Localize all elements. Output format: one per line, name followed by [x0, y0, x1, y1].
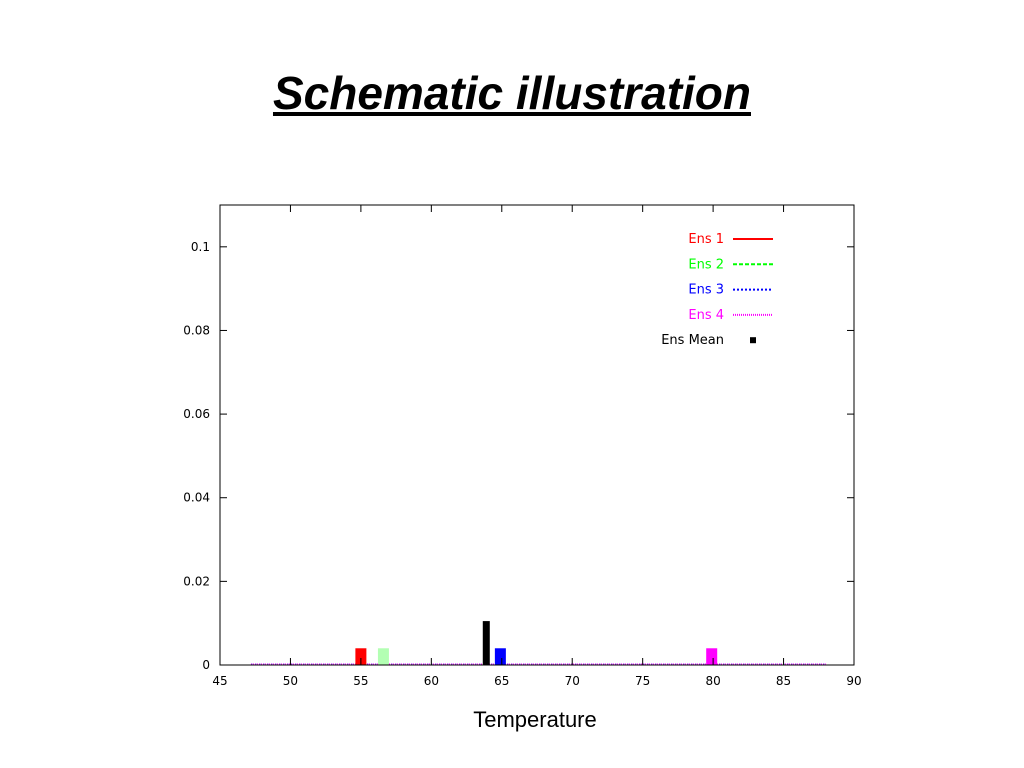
- y-tick-label: 0.08: [183, 323, 210, 337]
- slide-title: Schematic illustration: [272, 67, 751, 119]
- x-tick-label: 60: [424, 674, 439, 688]
- bar-ens-2: [377, 648, 389, 665]
- x-tick-label: 65: [494, 674, 509, 688]
- y-tick-label: 0.02: [183, 574, 210, 588]
- x-tick-label: 80: [705, 674, 720, 688]
- bars: [355, 621, 718, 665]
- x-tick-label: 90: [846, 674, 861, 688]
- legend-marker-ens-mean: [750, 337, 756, 344]
- bar-ens-mean: [482, 621, 490, 665]
- bar-ens-4: [706, 648, 718, 665]
- y-tick-label: 0.1: [191, 240, 210, 254]
- plot-frame: [219, 204, 855, 666]
- legend-label-ens-2: Ens 2: [688, 257, 724, 272]
- x-tick-label: 45: [212, 674, 227, 688]
- x-tick-label: 75: [635, 674, 650, 688]
- axis-ticks: 45 50 55 60 65 70 75 80 85 90 0 0.02 0.04 0.06 0.08 0.1: [183, 205, 862, 688]
- x-axis-label: Temperature: [473, 707, 597, 732]
- legend: Ens 1 Ens 2 Ens 3 Ens 4 Ens Mean: [661, 232, 773, 348]
- x-tick-label: 70: [565, 674, 580, 688]
- legend-label-ens-3: Ens 3: [688, 283, 724, 298]
- y-tick-label: 0.06: [183, 407, 210, 421]
- bar-ens-1: [355, 648, 367, 665]
- x-tick-label: 55: [353, 674, 368, 688]
- legend-label-ens-mean: Ens Mean: [661, 333, 724, 348]
- x-tick-label: 50: [283, 674, 298, 688]
- legend-label-ens-1: Ens 1: [688, 232, 724, 247]
- y-tick-label: 0.04: [183, 491, 210, 505]
- legend-label-ens-4: Ens 4: [688, 308, 724, 323]
- y-tick-label: 0: [202, 658, 210, 672]
- bar-ens-3: [494, 648, 506, 665]
- x-tick-label: 85: [776, 674, 791, 688]
